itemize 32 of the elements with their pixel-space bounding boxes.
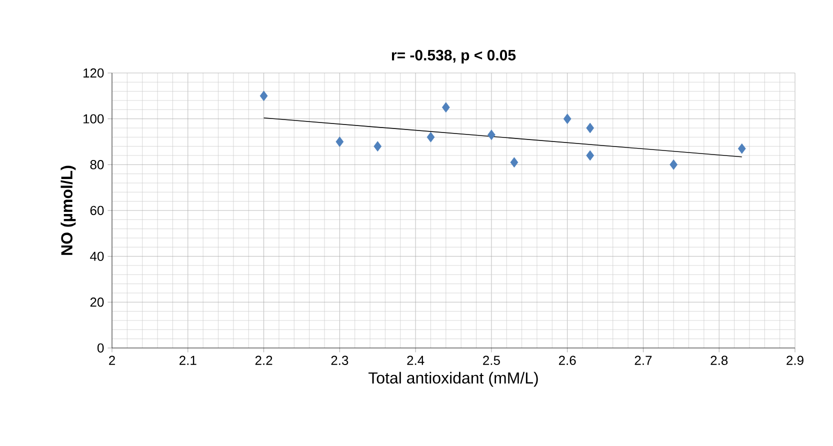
- x-tick-label: 2.7: [634, 356, 652, 365]
- point: [670, 159, 678, 170]
- y-tick-label: 20: [90, 298, 104, 307]
- point: [738, 143, 746, 154]
- x-tick-label: 2.9: [786, 356, 804, 365]
- y-tick-label: 100: [84, 114, 104, 124]
- y-tick-label: 0: [97, 343, 104, 353]
- point: [510, 157, 518, 168]
- y-tick-label: 60: [90, 206, 104, 216]
- point: [374, 141, 382, 152]
- point: [442, 102, 450, 113]
- x-tick-label: 2.2: [255, 356, 272, 365]
- point: [586, 150, 594, 161]
- point: [586, 122, 594, 134]
- x-tick-label: 2.3: [331, 356, 348, 365]
- point: [563, 114, 572, 124]
- x-tick-label: 2.5: [483, 356, 500, 365]
- x-tick-label: 2: [109, 356, 115, 365]
- x-tick-label: 2.4: [407, 356, 424, 365]
- x-tick-label: 2.6: [558, 356, 576, 365]
- x-tick-label: 2.8: [710, 356, 728, 365]
- point: [488, 130, 496, 140]
- point: [336, 136, 344, 147]
- x-tick-label: 2.1: [180, 356, 196, 365]
- y-tick-label: 120: [84, 68, 104, 78]
- y-axis-title: NO (µmol/L): [60, 166, 76, 255]
- y-tick-label: 40: [90, 252, 104, 261]
- point: [426, 132, 435, 142]
- y-tick-label: 80: [90, 160, 104, 170]
- x-axis-title: Total antioxidant (mM/L): [368, 372, 538, 387]
- point: [260, 90, 268, 102]
- chart-title: r= -0.538, p < 0.05: [392, 50, 516, 64]
